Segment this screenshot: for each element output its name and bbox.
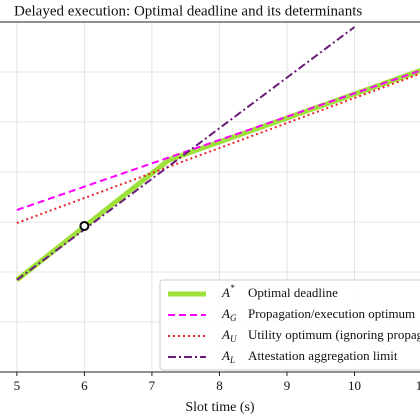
legend-symbol-index: U — [230, 334, 237, 344]
chart-title: Delayed execution: Optimal deadline and … — [14, 3, 362, 19]
legend-symbol-base: A — [221, 285, 230, 300]
plot-frame — [0, 21, 420, 373]
legend-symbol-base: A — [221, 306, 230, 321]
legend-symbol-index: L — [229, 355, 235, 365]
series-line — [16, 26, 356, 281]
legend-label: Propagation/execution optimum — [248, 306, 415, 321]
legend-symbol: AG — [221, 306, 237, 323]
x-tick-label: 11 — [416, 378, 420, 393]
x-tick-label: 10 — [348, 378, 361, 393]
series-line — [16, 72, 420, 224]
legend-symbol: AL — [221, 348, 235, 365]
x-tick-label: 6 — [81, 378, 88, 393]
x-tick-label: 7 — [149, 378, 156, 393]
legend-box — [159, 279, 420, 371]
legend-symbol-index: G — [230, 313, 237, 323]
legend-label: Optimal deadline — [248, 285, 338, 300]
legend-label: Attestation aggregation limit — [248, 348, 398, 363]
legend-symbol: AU — [221, 327, 237, 344]
legend-label: Utility optimum (ignoring propagation) — [248, 327, 420, 342]
x-axis-label: Slot time (s) — [185, 400, 255, 415]
optimum-marker — [79, 221, 90, 231]
x-tick-label: 9 — [284, 378, 291, 393]
series-line — [16, 69, 420, 211]
legend-symbol: A* — [221, 283, 235, 300]
legend-symbol-base: A — [221, 327, 230, 342]
legend-symbol-index: * — [230, 283, 235, 293]
series-line — [15, 68, 420, 282]
legend-symbol-base: A — [221, 348, 230, 363]
x-tick-label: 5 — [14, 378, 21, 393]
x-tick-label: 8 — [216, 378, 223, 393]
